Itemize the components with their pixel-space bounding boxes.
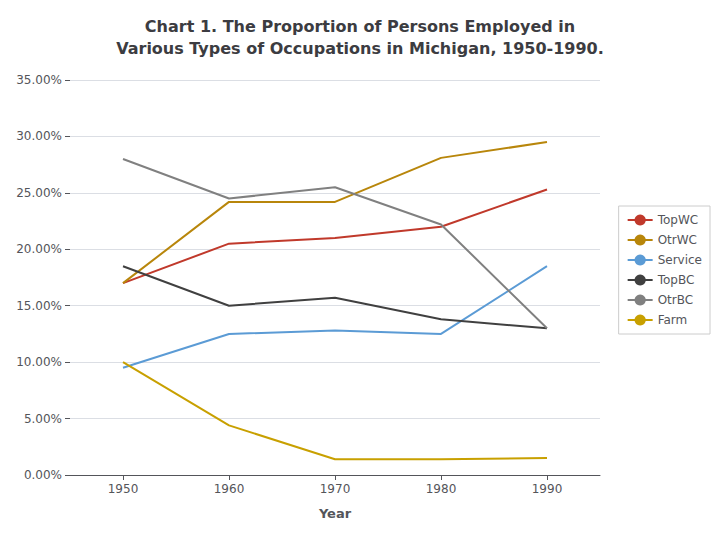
svg-text:TopBC: TopBC [657, 273, 695, 287]
svg-text:1980: 1980 [426, 482, 457, 496]
svg-text:OtrBC: OtrBC [658, 293, 693, 307]
svg-text:Chart 1. The Proportion of Per: Chart 1. The Proportion of Persons Emplo… [145, 17, 575, 36]
svg-text:1990: 1990 [532, 482, 563, 496]
svg-text:0.00%: 0.00% [24, 468, 62, 482]
svg-text:Service: Service [658, 253, 702, 267]
svg-text:Various Types of Occupations i: Various Types of Occupations in Michigan… [116, 39, 604, 58]
svg-text:15.00%: 15.00% [16, 299, 62, 313]
svg-text:25.00%: 25.00% [16, 186, 62, 200]
svg-text:35.00%: 35.00% [16, 73, 62, 87]
svg-text:TopWC: TopWC [657, 213, 699, 227]
svg-text:30.00%: 30.00% [16, 129, 62, 143]
svg-text:20.00%: 20.00% [16, 242, 62, 256]
svg-text:1950: 1950 [108, 482, 139, 496]
svg-text:5.00%: 5.00% [24, 412, 62, 426]
svg-text:1970: 1970 [320, 482, 351, 496]
svg-text:1960: 1960 [214, 482, 245, 496]
svg-text:10.00%: 10.00% [16, 355, 62, 369]
svg-text:OtrWC: OtrWC [658, 233, 697, 247]
svg-text:Year: Year [318, 506, 352, 521]
svg-text:Farm: Farm [658, 313, 688, 327]
